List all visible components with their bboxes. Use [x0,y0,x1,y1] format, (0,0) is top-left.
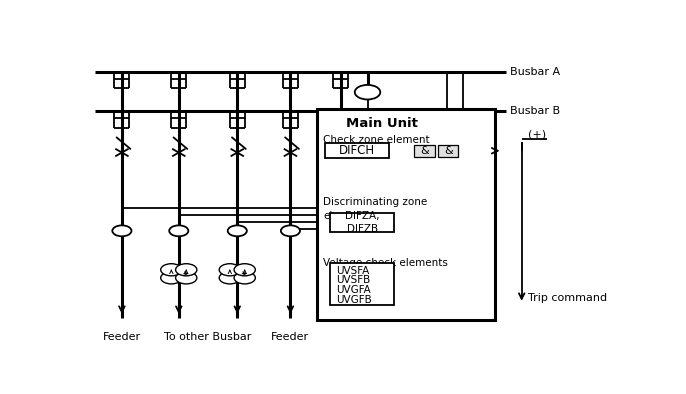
Bar [438,145,458,157]
Text: Busbar A: Busbar A [510,67,560,76]
Text: (+): (+) [528,129,546,139]
Circle shape [161,272,182,284]
Text: Feeder: Feeder [103,332,141,342]
Text: Check zone element: Check zone element [323,135,430,145]
Text: DIFZA,
DIFZB: DIFZA, DIFZB [345,211,379,234]
Circle shape [436,135,459,148]
Bar [317,110,495,320]
Circle shape [228,225,247,236]
Text: To other Busbar: To other Busbar [165,332,252,342]
Bar [330,213,394,232]
Circle shape [451,135,475,148]
Text: UVGFB: UVGFB [335,295,371,305]
Text: UVSFB: UVSFB [335,275,370,285]
Text: UVSFA: UVSFA [335,266,369,276]
Text: Main Unit: Main Unit [346,117,418,130]
Text: Voltage check elements: Voltage check elements [323,258,448,268]
Circle shape [113,225,132,236]
Circle shape [234,272,255,284]
Text: &: & [444,146,453,156]
Text: Trip command: Trip command [528,293,607,303]
Text: UVGFA: UVGFA [335,285,370,295]
Text: &: & [420,146,429,156]
Bar [325,143,389,158]
Circle shape [220,272,241,284]
Circle shape [161,264,182,276]
Circle shape [176,272,197,284]
Circle shape [451,120,475,134]
Bar [344,130,368,165]
Text: Busbar B: Busbar B [510,106,560,116]
Text: DIFCH: DIFCH [339,144,375,157]
Circle shape [176,264,197,276]
Text: Feeder: Feeder [272,332,309,342]
Circle shape [355,85,380,99]
Circle shape [220,264,241,276]
Circle shape [281,225,300,236]
Circle shape [355,173,380,188]
Circle shape [436,120,459,134]
Circle shape [169,225,189,236]
Bar [414,145,434,157]
Bar [330,263,394,305]
Circle shape [234,264,255,276]
Text: Discriminating zone
elements: Discriminating zone elements [323,197,427,221]
